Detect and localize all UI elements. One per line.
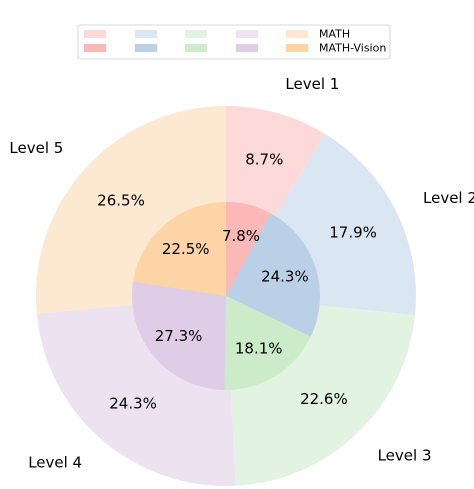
legend-label-math-vision: MATH-Vision — [319, 42, 386, 55]
legend-swatch-math-level-5 — [286, 30, 308, 38]
category-label-level-3: Level 3 — [378, 446, 432, 464]
legend-swatch-math-vision-level-5 — [286, 44, 308, 52]
legend-swatch-math-level-2 — [135, 30, 157, 38]
math-vision-percent-label: 27.3% — [155, 327, 203, 345]
legend-swatch-math-level-4 — [236, 30, 258, 38]
category-label-level-5: Level 5 — [9, 139, 63, 157]
math-vision-slice-level-5 — [133, 202, 226, 296]
math-vision-percent-label: 24.3% — [261, 268, 309, 286]
legend-swatch-math-vision-level-1 — [84, 44, 106, 52]
math-vision-slice-level-2 — [226, 213, 321, 337]
category-label-level-1: Level 1 — [285, 75, 339, 93]
legend-label-math: MATH — [319, 28, 350, 41]
math-vision-percent-label: 22.5% — [162, 240, 210, 258]
legend-swatch-math-vision-level-3 — [185, 44, 207, 52]
math-percent-label: 22.6% — [300, 390, 348, 408]
legend-swatch-math-vision-level-4 — [236, 44, 258, 52]
math-vision-percent-label: 18.1% — [235, 340, 283, 358]
math-vision-slice-level-1 — [226, 202, 271, 296]
legend-swatch-math-vision-level-2 — [135, 44, 157, 52]
math-vision-slice-level-3 — [224, 296, 311, 390]
legend-swatch-math-level-3 — [185, 30, 207, 38]
math-percent-label: 17.9% — [329, 224, 377, 242]
category-label-level-4: Level 4 — [28, 453, 82, 471]
legend-swatch-math-level-1 — [84, 30, 106, 38]
math-vision-percent-label: 7.8% — [222, 227, 260, 245]
math-percent-label: 24.3% — [109, 394, 157, 412]
math-percent-label: 26.5% — [97, 191, 145, 209]
slice-labels: 8.7% 17.9% 22.6% 24.3% 26.5% 7.8% 24.3% 18.1% 27… — [9, 75, 474, 471]
category-label-level-2: Level 2 — [423, 189, 474, 207]
math-vision-slice-level-4 — [132, 281, 226, 390]
inner-ring-math-vision — [132, 202, 321, 390]
math-percent-label: 8.7% — [245, 150, 283, 168]
